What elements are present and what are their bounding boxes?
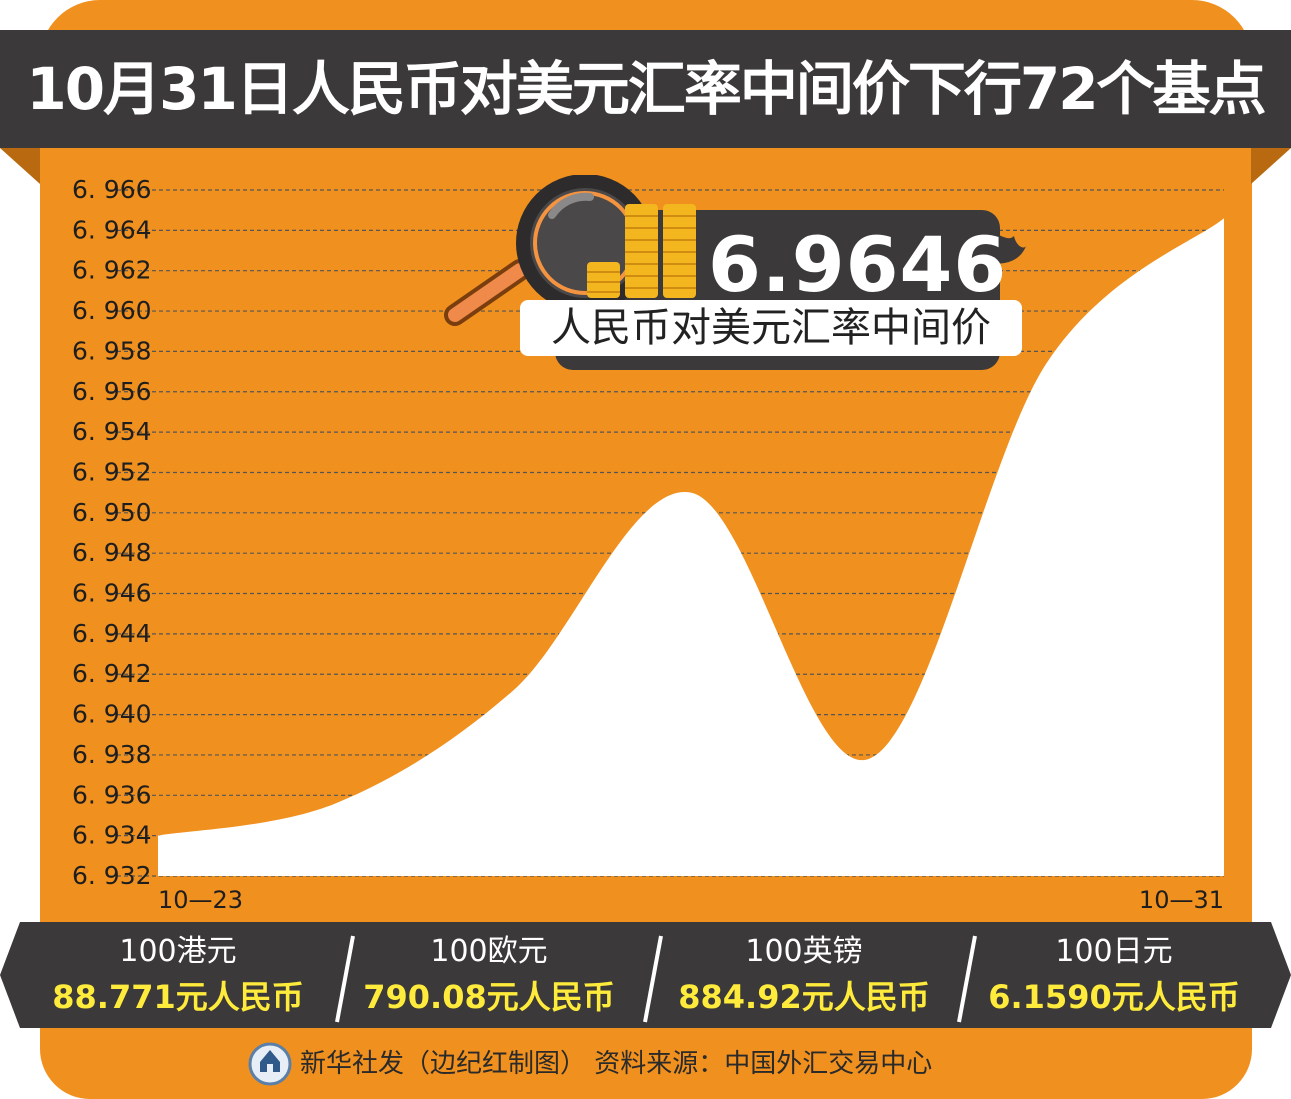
- y-tick-label: 6. 954: [72, 417, 152, 446]
- separator-slash: [335, 935, 355, 1023]
- y-tick-label: 6. 956: [72, 377, 152, 406]
- title-banner: [0, 30, 1291, 148]
- y-tick-label: 6. 934: [72, 821, 152, 850]
- rate-unit: 100港元: [119, 934, 237, 969]
- rate-value: 88.771元人民币: [52, 978, 304, 1016]
- rate-unit: 100日元: [1055, 934, 1173, 969]
- rate-value: 790.08元人民币: [363, 978, 615, 1016]
- x-tick-label: 10—23: [158, 886, 243, 914]
- rate-hkd: 100港元 88.771元人民币: [22, 930, 334, 1020]
- y-tick-label: 6. 952: [72, 457, 152, 486]
- rate-unit: 100欧元: [430, 934, 548, 969]
- coin-stack-icon: [587, 204, 696, 298]
- y-tick-label: 6. 946: [72, 579, 152, 608]
- callout-value: 6.9646: [708, 220, 1008, 309]
- callout-label: 人民币对美元汇率中间价: [520, 300, 1022, 356]
- rate-value: 6.1590元人民币: [988, 978, 1240, 1016]
- rate-eur: 100欧元 790.08元人民币: [333, 930, 645, 1020]
- y-tick-label: 6. 932: [72, 861, 152, 890]
- y-tick-label: 6. 948: [72, 538, 152, 567]
- band-arrow-left: [0, 922, 20, 1028]
- y-tick-label: 6. 940: [72, 700, 152, 729]
- x-tick-label: 10—31: [1139, 886, 1224, 914]
- band-arrow-right: [1271, 922, 1291, 1028]
- rate-area: [158, 218, 1224, 876]
- y-tick-label: 6. 950: [72, 498, 152, 527]
- banner-fold-right: [1251, 148, 1291, 184]
- y-tick-label: 6. 938: [72, 740, 152, 769]
- footer-credit: 新华社发（边纪红制图） 资料来源：中国外汇交易中心: [300, 1049, 933, 1079]
- rate-unit: 100英镑: [745, 934, 863, 969]
- separator-slash: [957, 935, 977, 1023]
- xinhua-logo-icon: [248, 1042, 292, 1086]
- y-tick-label: 6. 944: [72, 619, 152, 648]
- separator-slash: [643, 935, 663, 1023]
- rate-jpy: 100日元 6.1590元人民币: [958, 930, 1270, 1020]
- y-tick-label: 6. 958: [72, 336, 152, 365]
- y-tick-label: 6. 942: [72, 659, 152, 688]
- y-tick-label: 6. 960: [72, 296, 152, 325]
- y-tick-label: 6. 964: [72, 215, 152, 244]
- rate-gbp: 100英镑 884.92元人民币: [648, 930, 960, 1020]
- rate-value: 884.92元人民币: [678, 978, 930, 1016]
- banner-fold-left: [0, 148, 40, 184]
- y-tick-label: 6. 936: [72, 780, 152, 809]
- page-title: 10月31日人民币对美元汇率中间价下行72个基点: [26, 55, 1266, 123]
- y-tick-label: 6. 966: [72, 175, 152, 204]
- speech-tail-icon: [990, 232, 1026, 264]
- y-tick-label: 6. 962: [72, 256, 152, 285]
